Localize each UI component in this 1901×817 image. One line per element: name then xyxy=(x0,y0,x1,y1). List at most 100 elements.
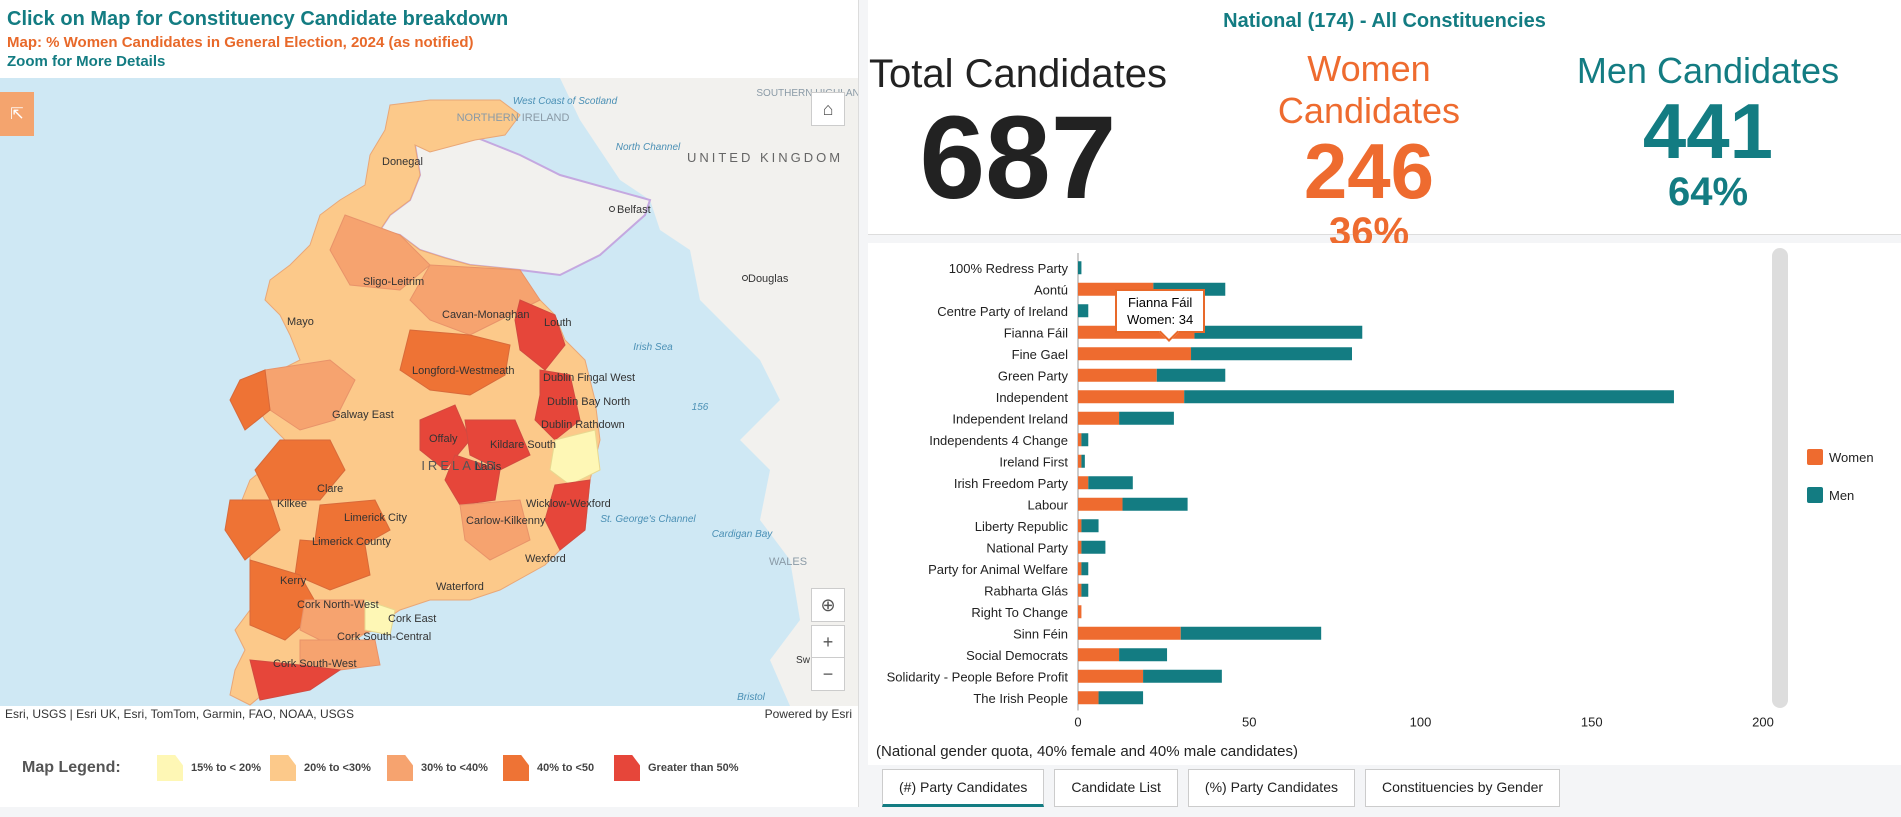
legend-item: Greater than 50% xyxy=(614,755,738,781)
label-waterford: Waterford xyxy=(436,581,484,593)
label-donegal: Donegal xyxy=(382,156,423,168)
bar-men[interactable] xyxy=(1081,583,1089,597)
chart-tooltip: Fianna Fáil Women: 34 xyxy=(1115,289,1206,333)
cork-north-west-region[interactable] xyxy=(299,599,376,646)
women-value: 246 xyxy=(1303,127,1435,215)
category-label: Labour xyxy=(1028,497,1069,512)
x-tick-label: 150 xyxy=(1581,715,1603,730)
bar-women[interactable] xyxy=(1078,347,1192,361)
bar-men[interactable] xyxy=(1081,562,1089,576)
limerick-city-region[interactable] xyxy=(314,499,391,551)
label-kerry: Kerry xyxy=(280,575,307,587)
bar-men[interactable] xyxy=(1194,325,1363,339)
limerick-county-region[interactable] xyxy=(294,539,371,591)
bar-women[interactable] xyxy=(1078,390,1185,404)
bar-women[interactable] xyxy=(1078,626,1181,640)
bar-men[interactable] xyxy=(1081,454,1085,468)
bar-women[interactable] xyxy=(1078,605,1082,619)
bar-men[interactable] xyxy=(1081,433,1089,447)
category-label: National Party xyxy=(986,540,1068,555)
bar-men[interactable] xyxy=(1081,540,1106,554)
label-united-kingdom: UNITED KINGDOM xyxy=(687,150,843,165)
galway-west-region[interactable] xyxy=(229,369,271,431)
tab-party-candidates[interactable]: (%) Party Candidates xyxy=(1187,769,1355,807)
bar-men[interactable] xyxy=(1078,261,1082,275)
kilkee-region[interactable] xyxy=(224,499,281,561)
map-attribution: Esri, USGS | Esri UK, Esri, TomTom, Garm… xyxy=(5,707,354,721)
bar-men[interactable] xyxy=(1098,691,1144,705)
bar-men[interactable] xyxy=(1088,476,1133,490)
bar-men[interactable] xyxy=(1191,347,1352,361)
cork-city-region[interactable] xyxy=(364,599,396,636)
party-bar-chart[interactable]: 100% Redress Party Aontú Centre Party of I… xyxy=(868,243,1901,743)
bar-women[interactable] xyxy=(1078,540,1082,554)
category-label: Fianna Fáil xyxy=(1004,325,1068,340)
ireland-map[interactable]: Donegal Sligo-Leitrim Mayo Cavan-Monagha… xyxy=(0,78,858,706)
tooltip-text: Women: 34 xyxy=(1127,312,1194,327)
legend-men-swatch xyxy=(1807,487,1823,503)
category-label: Sinn Féin xyxy=(1013,626,1068,641)
map-canvas[interactable]: Donegal Sligo-Leitrim Mayo Cavan-Monagha… xyxy=(0,78,858,706)
bar-women[interactable] xyxy=(1078,691,1099,705)
offaly-region[interactable] xyxy=(419,404,471,471)
clare-region[interactable] xyxy=(254,439,346,501)
tab-constituencies-by-gender[interactable]: Constituencies by Gender xyxy=(1364,769,1561,807)
legend-men[interactable]: Men xyxy=(1807,487,1854,503)
bar-men[interactable] xyxy=(1081,519,1099,533)
bar-men[interactable] xyxy=(1184,390,1674,404)
tab-candidate-list[interactable]: Candidate List xyxy=(1054,769,1178,807)
bar-men[interactable] xyxy=(1078,304,1089,318)
category-label: Irish Freedom Party xyxy=(954,476,1069,491)
legend-women[interactable]: Women xyxy=(1807,449,1874,465)
label-dublin-fingal: Dublin Fingal West xyxy=(543,372,635,384)
laois-region[interactable] xyxy=(444,454,501,506)
powered-by[interactable]: Powered by Esri xyxy=(764,707,852,721)
bar-women[interactable] xyxy=(1078,519,1082,533)
louth-region[interactable] xyxy=(514,299,566,371)
bar-women[interactable] xyxy=(1078,562,1082,576)
chart-scrollbar[interactable] xyxy=(1772,248,1788,708)
bar-women[interactable] xyxy=(1078,368,1157,382)
women-candidates-card: Women Candidates 246 36% xyxy=(1214,48,1524,255)
home-button[interactable]: ⌂ xyxy=(811,92,845,126)
tab-bar: (#) Party Candidates Candidate List (%) Pa… xyxy=(882,769,1570,807)
locate-button[interactable]: ⊕ xyxy=(811,588,845,622)
bar-men[interactable] xyxy=(1119,411,1174,425)
bar-women[interactable] xyxy=(1078,497,1123,511)
bar-men[interactable] xyxy=(1180,626,1322,640)
cavan-monaghan-region[interactable] xyxy=(409,264,541,336)
cork-south-west-region[interactable] xyxy=(249,659,342,701)
men-value: 441 xyxy=(1642,87,1774,175)
bar-men[interactable] xyxy=(1156,368,1226,382)
category-label: Party for Animal Welfare xyxy=(928,562,1068,577)
bar-women[interactable] xyxy=(1078,411,1120,425)
bar-women[interactable] xyxy=(1078,648,1120,662)
legend-item: 40% to <50 xyxy=(503,755,594,781)
bar-women[interactable] xyxy=(1078,476,1089,490)
bar-women[interactable] xyxy=(1078,583,1082,597)
x-tick-label: 0 xyxy=(1074,715,1081,730)
longford-westmeath-region[interactable] xyxy=(399,329,511,396)
carlow-kilkenny-region[interactable] xyxy=(459,499,531,561)
label-cork-sw: Cork South-West xyxy=(273,658,357,670)
zoom-out-button[interactable]: − xyxy=(811,657,845,691)
bar-men[interactable] xyxy=(1143,669,1222,683)
cork-south-central-region[interactable] xyxy=(299,639,381,671)
sligo-leitrim-region[interactable] xyxy=(329,214,431,291)
kildare-south-region[interactable] xyxy=(464,419,531,471)
bar-men[interactable] xyxy=(1119,648,1168,662)
bar-women[interactable] xyxy=(1078,433,1082,447)
share-button[interactable]: ⇱ xyxy=(0,92,34,136)
wicklow-wexford-region[interactable] xyxy=(544,479,591,551)
dublin-rathdown-region[interactable] xyxy=(549,429,601,486)
legend-item: 20% to <30% xyxy=(270,755,371,781)
map-title: Click on Map for Constituency Candidate … xyxy=(7,8,509,30)
bar-men[interactable] xyxy=(1122,497,1188,511)
zoom-in-button[interactable]: + xyxy=(811,625,845,659)
legend-swatch xyxy=(614,755,640,781)
bar-women[interactable] xyxy=(1078,669,1144,683)
label-carlow: Carlow-Kilkenny xyxy=(466,515,546,527)
label-northern-ireland: NORTHERN IRELAND xyxy=(457,112,570,124)
bar-women[interactable] xyxy=(1078,454,1082,468)
tab-party-candidates[interactable]: (#) Party Candidates xyxy=(882,769,1045,807)
